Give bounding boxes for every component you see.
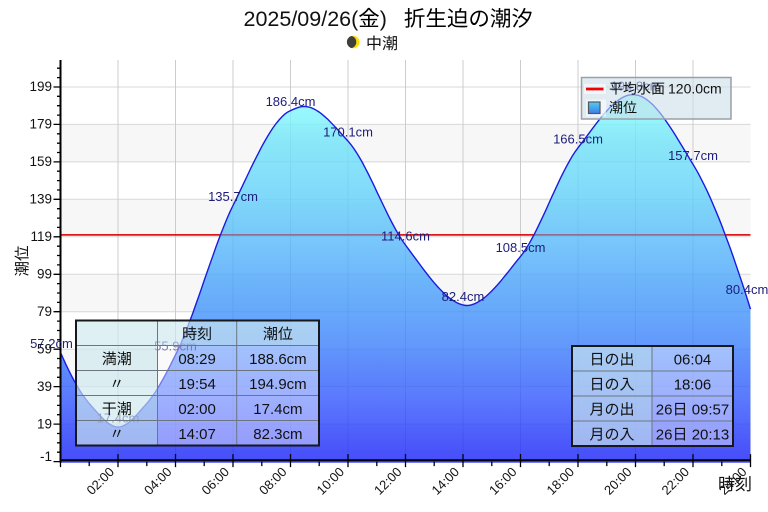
svg-text:188.6cm: 188.6cm <box>249 351 307 368</box>
svg-text:-1: -1 <box>40 449 52 464</box>
svg-text:159: 159 <box>29 154 52 169</box>
svg-text:139: 139 <box>29 192 52 207</box>
svg-text:06:04: 06:04 <box>674 352 712 369</box>
svg-text:170.1cm: 170.1cm <box>323 125 373 140</box>
svg-text:80.4cm: 80.4cm <box>726 282 768 297</box>
svg-text:199: 199 <box>29 79 52 94</box>
svg-text:14:07: 14:07 <box>178 426 216 443</box>
svg-text:179: 179 <box>29 117 52 132</box>
svg-text:19: 19 <box>37 416 52 431</box>
svg-text:82.3cm: 82.3cm <box>253 426 302 443</box>
svg-text:26: 26 <box>656 402 673 419</box>
svg-text:19:54: 19:54 <box>178 376 216 393</box>
svg-text:186.4cm: 186.4cm <box>266 94 316 109</box>
svg-text:108.5cm: 108.5cm <box>496 240 546 255</box>
svg-text:57.2cm: 57.2cm <box>30 336 73 351</box>
svg-text:08:29: 08:29 <box>178 351 216 368</box>
svg-text:82.4cm: 82.4cm <box>442 289 485 304</box>
svg-text:59: 59 <box>37 341 52 356</box>
svg-text:114.6cm: 114.6cm <box>381 229 430 244</box>
svg-text:166.5cm: 166.5cm <box>553 131 603 146</box>
svg-text:09:57: 09:57 <box>692 402 730 419</box>
svg-text:79: 79 <box>37 304 52 319</box>
svg-text:194.9cm: 194.9cm <box>249 376 307 393</box>
svg-text:17.4cm: 17.4cm <box>253 401 302 418</box>
svg-text:26: 26 <box>656 427 673 444</box>
svg-text:120.0cm: 120.0cm <box>668 81 722 97</box>
svg-text:20:13: 20:13 <box>692 427 730 444</box>
svg-text:135.7cm: 135.7cm <box>208 189 258 204</box>
svg-text:): ) <box>380 7 387 31</box>
svg-text:18:06: 18:06 <box>674 377 712 394</box>
svg-text:157.7cm: 157.7cm <box>668 148 718 163</box>
svg-text:99: 99 <box>37 267 52 282</box>
svg-text:02:00: 02:00 <box>178 401 216 418</box>
svg-text:119: 119 <box>30 229 52 244</box>
svg-text:39: 39 <box>37 379 52 394</box>
svg-text:2025/09/26(: 2025/09/26( <box>244 7 360 31</box>
